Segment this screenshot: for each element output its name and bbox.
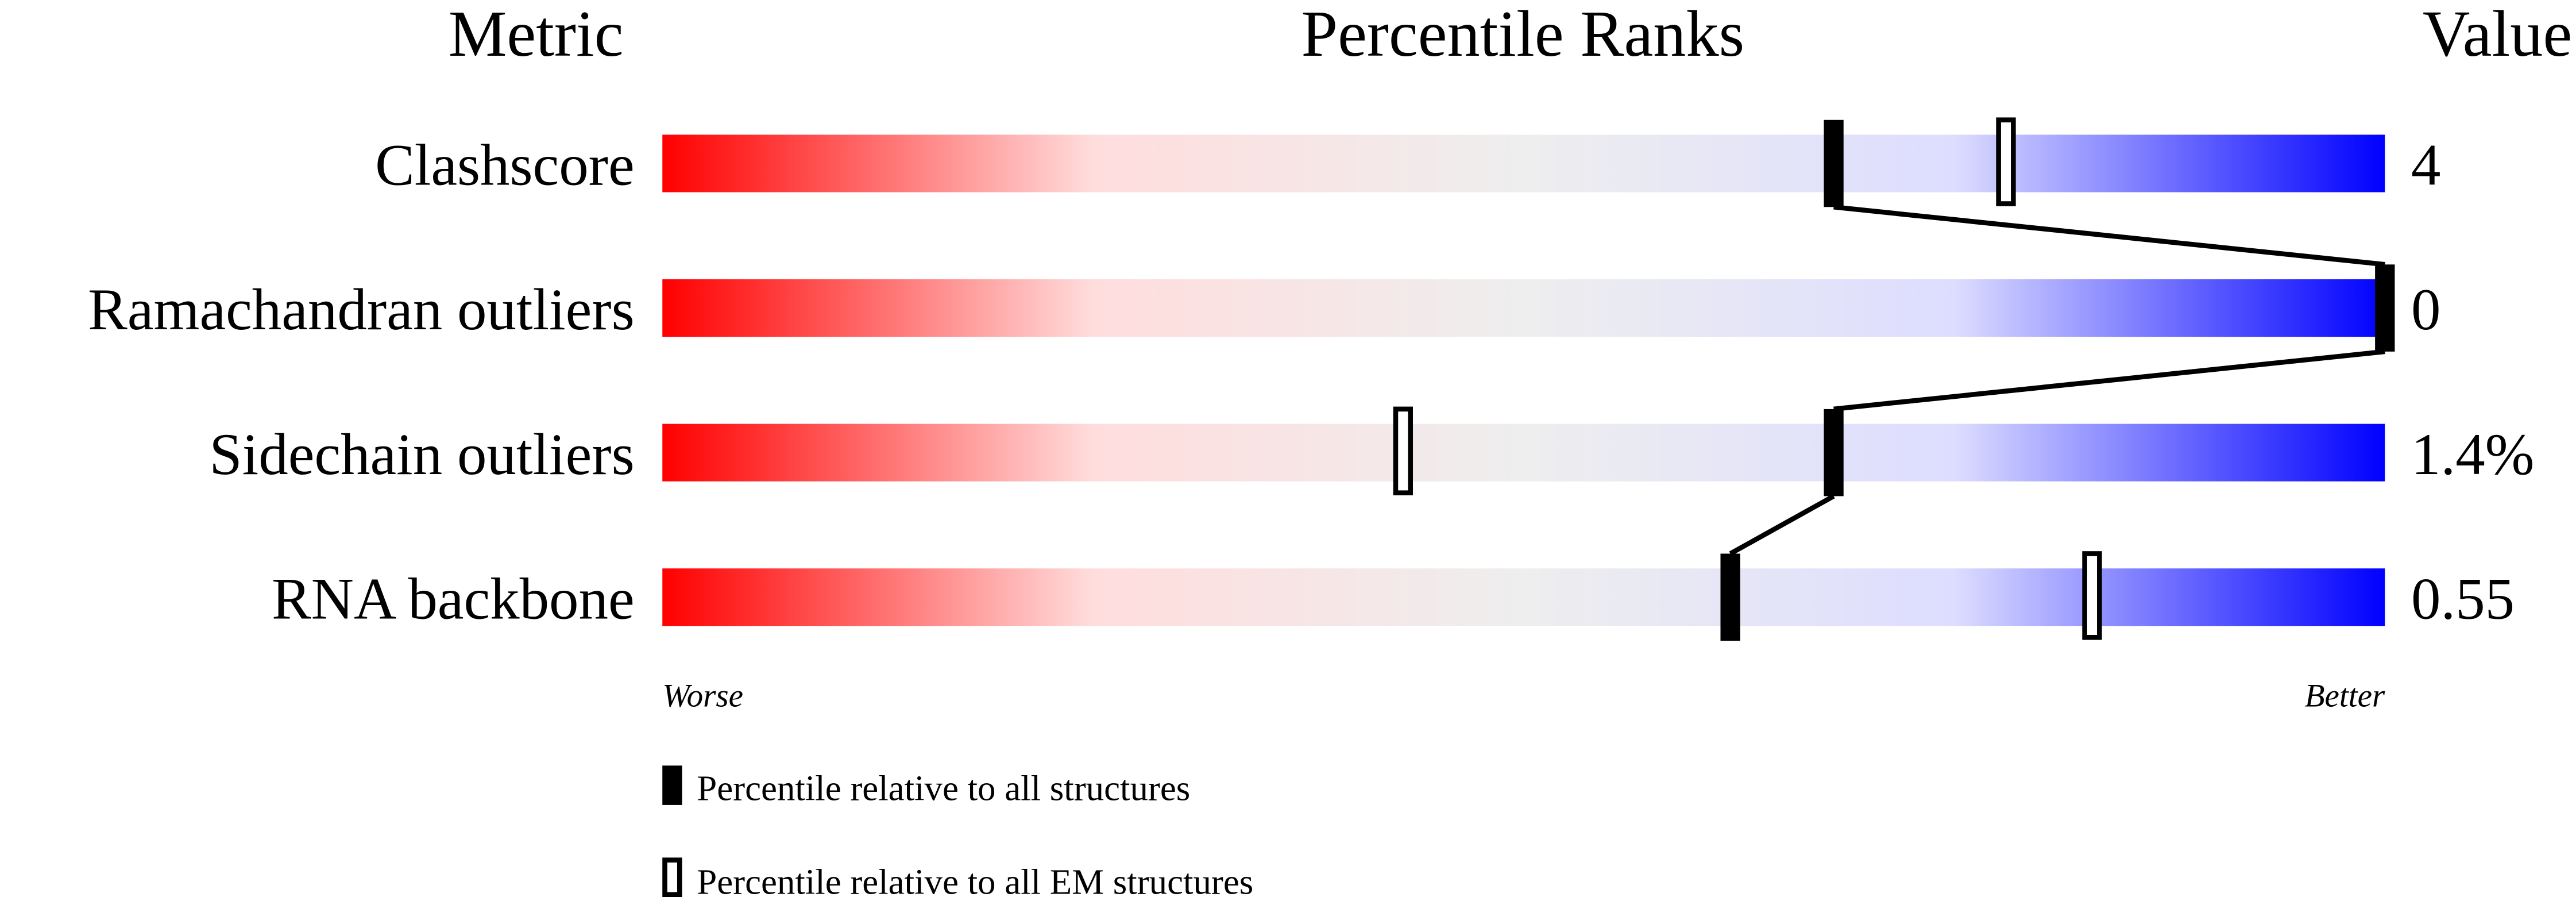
legend-open-marker [662, 857, 682, 897]
legend-filled-label: Percentile relative to all structures [697, 768, 1190, 808]
metric-label: RNA backbone [272, 566, 635, 632]
connector-line [1729, 494, 1835, 556]
header-value: Value [2423, 0, 2572, 70]
metric-value: 4 [2411, 133, 2440, 198]
header-metric: Metric [449, 0, 624, 70]
percentile-bar [662, 279, 2385, 337]
percentile-bar [662, 424, 2385, 482]
axis-better-label: Better [2305, 677, 2385, 714]
metric-label: Sidechain outliers [209, 422, 634, 487]
connector-line [1833, 349, 2385, 412]
percentile-bar [662, 568, 2385, 626]
all-percentile-marker [1824, 120, 1844, 207]
legend-open-label: Percentile relative to all EM structures [697, 861, 1253, 897]
metric-value: 0.55 [2411, 566, 2515, 632]
em-percentile-marker [1393, 406, 1413, 495]
percentile-bar [662, 134, 2385, 193]
axis-worse-label: Worse [662, 677, 743, 714]
metric-label: Ramachandran outliers [88, 277, 635, 342]
em-percentile-marker [2082, 551, 2102, 640]
metric-value: 0 [2411, 277, 2440, 342]
em-percentile-marker [1996, 117, 2016, 206]
all-percentile-marker [1824, 409, 1844, 496]
header-percentile-ranks: Percentile Ranks [1301, 0, 1745, 70]
connector-line [1833, 204, 2385, 267]
metric-value: 1.4% [2411, 422, 2534, 487]
all-percentile-marker [2375, 264, 2395, 352]
legend-filled-marker [662, 765, 682, 805]
all-percentile-marker [1720, 553, 1740, 641]
metric-label: Clashscore [375, 133, 635, 198]
